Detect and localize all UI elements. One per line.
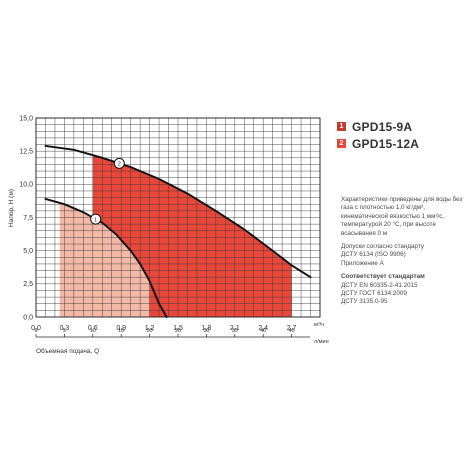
x-tick-label: 0,0 [31, 325, 41, 332]
x-unit-bottom: л/мин [314, 339, 329, 345]
x-tick-label: 2,7 [287, 325, 297, 332]
legend-label-2: GPD15-12A [352, 136, 420, 151]
x-unit-top: м³/ч [314, 322, 324, 328]
legend-label-1: GPD15-9A [352, 119, 413, 134]
curve-marker-1 [90, 213, 102, 225]
x-tick-label: 1,5 [173, 325, 183, 332]
y-tick-label: 10,0 [19, 182, 33, 189]
notes-tolerances: Допуски согласно стандарту ДСТУ 6134 (IS… [341, 243, 471, 268]
legend-item-2: 2 GPD15-12A [337, 136, 419, 151]
legend-item-1: 1 GPD15-9A [337, 119, 419, 134]
x-tick-label-lmin: 35 [232, 328, 238, 334]
standards-title: Соответствует стандартам [341, 273, 425, 281]
notes-panel: Характеристики приведены для воды без га… [341, 196, 471, 312]
x-tick-label: 2,4 [258, 325, 268, 332]
x-axis-label: Объемная подача, Q [36, 347, 99, 355]
x-tick-label: 1,8 [202, 325, 212, 332]
x-tick-label-lmin: 5 [63, 328, 66, 334]
x-tick-label: 1,2 [145, 325, 155, 332]
x-tick-label: 0,6 [88, 325, 98, 332]
notes-tolerances-line-1: Допуски согласно стандарту [341, 243, 425, 251]
x-tick-label-lmin: 15 [118, 328, 124, 334]
x-tick-label-lmin: 45 [289, 328, 295, 334]
curve-2 [44, 144, 312, 279]
x-tick-label: 2,1 [230, 325, 240, 332]
y-tick-label: 7,5 [23, 215, 33, 222]
legend-swatch-2: 2 [337, 139, 346, 148]
y-axis-label: Напор, Н (м) [8, 189, 15, 227]
standard-item: ДСТУ 3135.0-95 [341, 298, 388, 306]
curve-marker-label-2: 2 [118, 162, 121, 168]
standards-list: ДСТУ EN 60335-2-41:2015 ДСТУ ГОСТ 6134:2… [341, 282, 471, 307]
y-tick-label: 12,5 [19, 149, 33, 156]
y-tick-label: 15,0 [19, 115, 33, 122]
curve-1 [44, 197, 168, 318]
y-tick-label: 5,0 [23, 248, 33, 255]
curve-marker-2 [113, 157, 125, 169]
x-tick-label: 0,3 [60, 325, 70, 332]
x-tick-label-lmin: 10 [90, 328, 96, 334]
curve-marker-label-1: 1 [94, 217, 97, 223]
y-tick-label: 2,5 [23, 281, 33, 288]
legend: 1 GPD15-9A 2 GPD15-12A [337, 119, 419, 153]
x-tick-label-lmin: 0 [34, 328, 37, 334]
legend-swatch-1: 1 [337, 122, 346, 131]
x-tick-label: 0,9 [116, 325, 126, 332]
notes-conditions: Характеристики приведены для воды без га… [341, 196, 463, 237]
standard-item: ДСТУ EN 60335-2-41:2015 [341, 281, 418, 289]
x-tick-label-lmin: 30 [203, 328, 209, 334]
y-tick-label: 0,0 [23, 314, 33, 321]
x-tick-label-lmin: 40 [260, 328, 266, 334]
zone-1-0 [59, 202, 150, 317]
notes-tolerances-line-2: ДСТУ 6134 (ISO 9906) [341, 251, 406, 259]
standard-item: ДСТУ ГОСТ 6134:2009 [341, 290, 407, 298]
plot-frame [35, 117, 321, 318]
notes-tolerances-line-3: Приложение А [341, 259, 384, 267]
x-tick-label-lmin: 25 [175, 328, 181, 334]
x-tick-label-lmin: 20 [147, 328, 153, 334]
